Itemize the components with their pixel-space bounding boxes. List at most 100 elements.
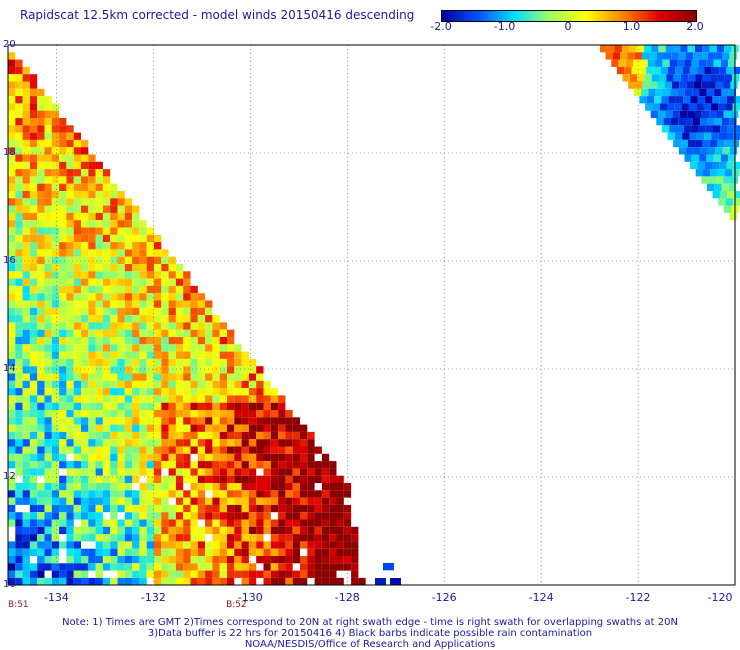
heatmap-cell	[197, 395, 206, 403]
heatmap-cell	[227, 424, 235, 432]
heatmap-cell	[139, 220, 147, 228]
heatmap-cell	[701, 110, 710, 118]
heatmap-cell	[15, 191, 23, 199]
heatmap-cell	[712, 96, 720, 104]
heatmap-cell	[15, 570, 23, 578]
heatmap-cell	[102, 519, 111, 527]
heatmap-cell	[234, 461, 242, 469]
heatmap-cell	[81, 198, 89, 206]
heatmap-cell	[37, 358, 45, 367]
heatmap-cell	[351, 577, 359, 586]
heatmap-cell	[635, 81, 643, 89]
heatmap-cell	[351, 534, 359, 542]
heatmap-cell	[37, 205, 45, 213]
heatmap-cell	[321, 541, 330, 549]
heatmap-cell	[37, 220, 45, 228]
heatmap-cell	[256, 410, 264, 418]
heatmap-cell	[66, 293, 74, 301]
heatmap-cell	[154, 570, 162, 578]
heatmap-cell	[29, 205, 38, 213]
heatmap-cell	[219, 431, 227, 440]
heatmap-cell	[51, 461, 60, 469]
heatmap-cell	[44, 285, 52, 294]
heatmap-cell	[139, 512, 147, 520]
heatmap-cell	[88, 424, 96, 432]
heatmap-cell	[256, 548, 264, 556]
heatmap-cell	[248, 461, 257, 469]
heatmap-cell	[256, 446, 264, 454]
heatmap-cell	[59, 300, 67, 308]
heatmap-cell	[139, 519, 147, 527]
heatmap-cell	[263, 577, 271, 586]
heatmap-cell	[183, 497, 191, 505]
heatmap-cell	[704, 132, 712, 140]
heatmap-cell	[205, 453, 213, 462]
heatmap-cell	[175, 526, 184, 535]
heatmap-cell	[117, 402, 125, 410]
heatmap-cell	[227, 519, 235, 527]
heatmap-cell	[73, 161, 81, 170]
heatmap-cell	[706, 154, 714, 162]
heatmap-cell	[241, 577, 249, 586]
heatmap-cell	[205, 351, 213, 359]
heatmap-cell	[44, 410, 52, 418]
heatmap-cell	[124, 234, 133, 243]
heatmap-cell	[682, 66, 690, 75]
heatmap-cell	[95, 577, 103, 586]
heatmap-cell	[29, 234, 38, 243]
heatmap-cell	[102, 183, 111, 191]
heatmap-cell	[692, 118, 701, 126]
heatmap-cell	[154, 249, 162, 257]
heatmap-cell	[8, 541, 16, 549]
heatmap-cell	[29, 110, 38, 118]
heatmap-cell	[263, 504, 271, 513]
heatmap-cell	[154, 439, 162, 447]
heatmap-cell	[715, 52, 723, 60]
heatmap-cell	[15, 183, 23, 191]
heatmap-cell	[678, 52, 686, 60]
heatmap-cell	[656, 52, 664, 60]
heatmap-cell	[59, 337, 67, 345]
heatmap-cell	[248, 402, 257, 410]
heatmap-cell	[29, 461, 38, 469]
heatmap-cell	[59, 417, 67, 425]
heatmap-cell	[81, 410, 89, 418]
heatmap-cell	[102, 534, 111, 542]
heatmap-cell	[336, 541, 344, 549]
heatmap-cell	[168, 453, 176, 462]
heatmap-cell	[8, 125, 16, 133]
heatmap-cell	[212, 519, 220, 527]
heatmap-cell	[88, 534, 96, 542]
heatmap-cell	[190, 395, 198, 403]
heatmap-cell	[205, 461, 213, 469]
heatmap-cell	[95, 249, 103, 257]
heatmap-cell	[88, 402, 96, 410]
heatmap-cell	[183, 344, 191, 352]
heatmap-cell	[241, 431, 249, 440]
heatmap-cell	[696, 132, 705, 140]
heatmap-cell	[190, 344, 198, 352]
heatmap-cell	[29, 278, 38, 286]
heatmap-cell	[722, 147, 730, 155]
heatmap-cell	[15, 125, 23, 133]
heatmap-cell	[59, 490, 67, 498]
heatmap-cell	[81, 453, 89, 462]
heatmap-cell	[29, 88, 38, 97]
heatmap-cell	[285, 534, 293, 542]
heatmap-cell	[146, 439, 154, 447]
heatmap-cell	[102, 351, 111, 359]
heatmap-cell	[51, 191, 60, 199]
heatmap-cell	[88, 329, 96, 337]
heatmap-cell	[81, 373, 89, 381]
heatmap-cell	[234, 446, 242, 454]
heatmap-cell	[234, 395, 242, 403]
heatmap-cell	[321, 504, 330, 513]
heatmap-cell	[73, 344, 81, 352]
heatmap-cell	[15, 461, 23, 469]
heatmap-cell	[117, 519, 125, 527]
heatmap-cell	[227, 548, 235, 556]
heatmap-cell	[343, 512, 352, 520]
heatmap-cell	[124, 556, 133, 564]
heatmap-cell	[51, 380, 60, 389]
